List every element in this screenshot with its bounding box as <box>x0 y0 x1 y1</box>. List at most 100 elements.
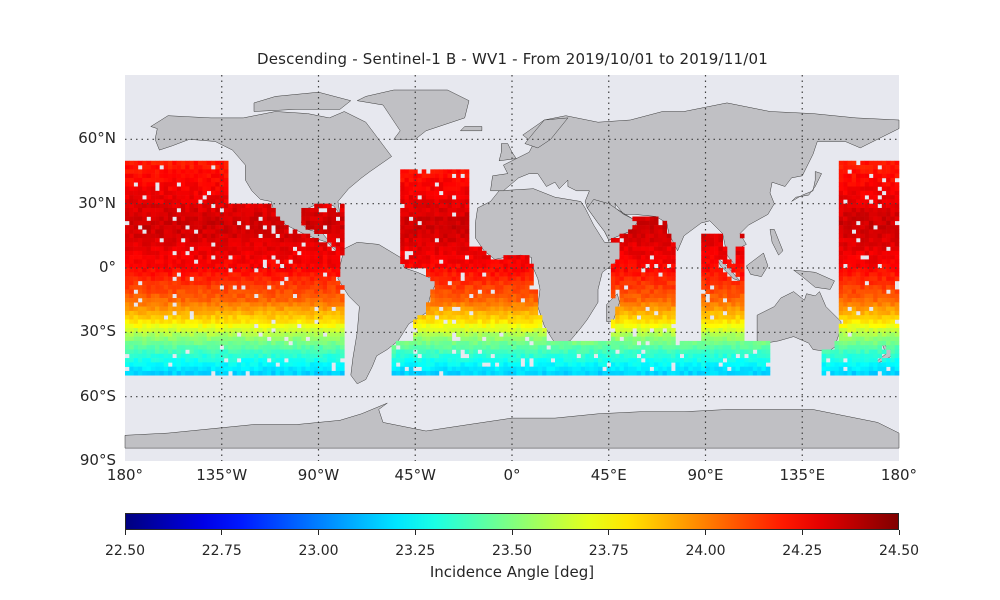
data-cell <box>146 268 152 273</box>
data-cell <box>499 340 504 346</box>
data-cell <box>426 268 431 273</box>
data-cell <box>430 229 435 234</box>
data-cell <box>434 306 440 312</box>
data-cell <box>215 349 220 355</box>
data-cell <box>159 268 164 273</box>
data-cell <box>198 203 203 209</box>
data-cell <box>421 216 427 222</box>
data-cell <box>232 340 238 346</box>
data-cell <box>447 259 453 265</box>
data-cell <box>271 340 276 346</box>
data-cell <box>671 353 676 359</box>
data-cell <box>843 293 848 299</box>
data-cell <box>125 229 130 234</box>
data-cell <box>271 280 276 286</box>
data-cell <box>322 298 328 303</box>
data-cell <box>258 285 263 290</box>
data-cell <box>215 246 220 252</box>
data-cell <box>168 293 173 299</box>
data-cell <box>297 276 302 282</box>
data-cell <box>615 319 620 325</box>
data-cell <box>241 272 246 277</box>
data-cell <box>886 212 891 217</box>
data-cell <box>856 233 861 239</box>
data-cell <box>606 358 612 363</box>
data-cell <box>843 362 848 367</box>
data-cell <box>129 366 134 372</box>
data-cell <box>335 319 341 325</box>
data-cell <box>426 229 431 234</box>
data-cell <box>133 340 139 346</box>
data-cell <box>421 332 427 337</box>
data-cell <box>705 250 711 256</box>
data-cell <box>451 177 457 183</box>
data-cell <box>641 220 646 226</box>
data-cell <box>666 366 672 372</box>
data-cell <box>202 298 207 303</box>
data-cell <box>150 310 156 316</box>
data-cell <box>636 293 642 299</box>
data-cell <box>460 199 465 204</box>
data-cell <box>211 225 216 230</box>
data-cell <box>292 340 298 346</box>
data-cell <box>881 315 887 320</box>
data-cell <box>430 212 435 217</box>
data-cell <box>305 302 311 307</box>
data-cell <box>705 362 711 367</box>
data-cell <box>125 289 130 295</box>
data-cell <box>275 298 281 303</box>
data-cell <box>430 358 435 363</box>
data-cell <box>567 345 573 350</box>
data-cell <box>460 280 465 286</box>
data-cell <box>331 319 336 325</box>
data-cell <box>619 315 625 320</box>
data-cell <box>327 362 332 367</box>
data-cell <box>856 298 861 303</box>
data-cell <box>125 332 130 337</box>
data-cell <box>202 203 207 209</box>
data-cell <box>636 276 642 282</box>
data-cell <box>537 345 543 350</box>
data-cell <box>851 306 857 312</box>
data-cell <box>666 280 672 286</box>
data-cell <box>671 332 676 337</box>
data-cell <box>555 345 560 350</box>
data-cell <box>709 323 715 329</box>
data-cell <box>284 233 289 239</box>
data-cell <box>228 323 233 329</box>
data-cell <box>340 285 345 290</box>
data-cell <box>860 272 865 277</box>
data-cell <box>469 319 474 325</box>
data-cell <box>146 370 152 376</box>
data-cell <box>232 276 238 282</box>
data-cell <box>202 165 207 170</box>
data-cell <box>322 349 328 355</box>
data-cell <box>228 289 233 295</box>
data-cell <box>228 345 233 350</box>
data-cell <box>722 362 728 367</box>
data-cell <box>524 255 530 260</box>
data-cell <box>494 259 500 265</box>
data-cell <box>150 195 156 200</box>
data-cell <box>851 199 857 204</box>
data-cell <box>327 336 332 342</box>
data-cell <box>636 306 642 312</box>
data-cell <box>249 293 255 299</box>
data-cell <box>142 250 147 256</box>
data-cell <box>890 276 895 282</box>
data-cell <box>636 336 642 342</box>
data-cell <box>292 323 298 329</box>
data-cell <box>292 302 298 307</box>
colorbar-tick: 23.75 <box>588 543 629 559</box>
data-cell <box>722 250 728 256</box>
data-cell <box>301 340 306 346</box>
data-cell <box>262 268 268 273</box>
data-cell <box>211 177 216 183</box>
data-cell <box>662 285 668 290</box>
data-cell <box>456 310 461 316</box>
data-cell <box>512 310 517 316</box>
data-cell <box>189 250 195 256</box>
data-cell <box>314 310 319 316</box>
data-cell <box>318 345 324 350</box>
data-cell <box>512 319 517 325</box>
